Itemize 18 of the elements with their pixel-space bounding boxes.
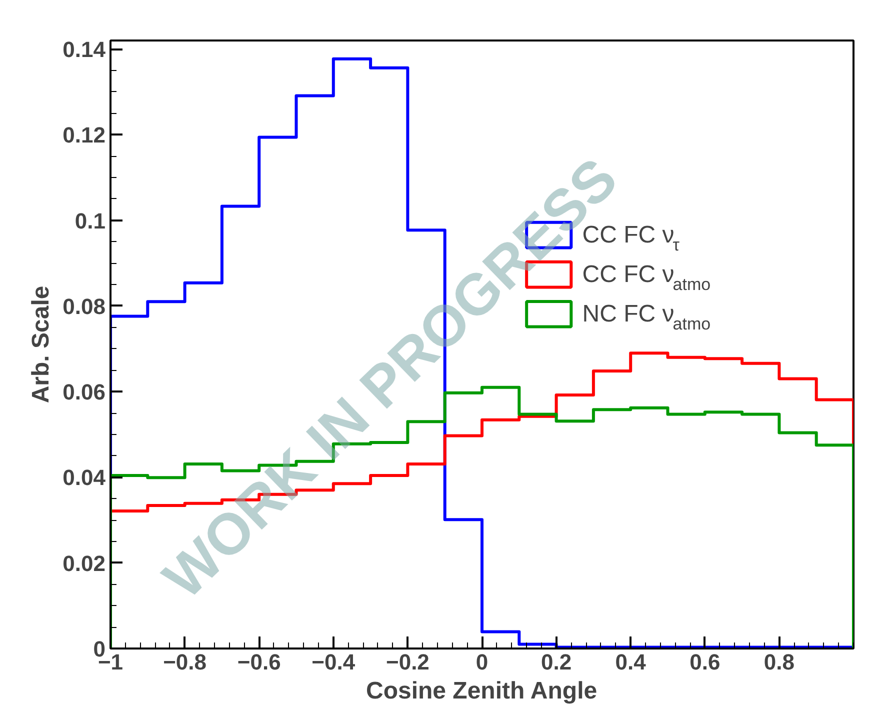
y-tick-label: 0.08 — [62, 294, 106, 319]
x-tick-label: −0.4 — [312, 650, 356, 674]
y-tick-label: 0.06 — [62, 380, 106, 405]
x-tick-label: 0.8 — [764, 650, 794, 674]
x-tick-label: 0.6 — [690, 650, 720, 674]
x-tick-label: −0.8 — [163, 650, 207, 674]
y-tick-label: 0.14 — [62, 37, 106, 62]
y-axis-title: Arb. Scale — [28, 286, 55, 404]
y-tick-label: 0.04 — [62, 465, 106, 490]
x-tick-label: −0.6 — [237, 650, 281, 674]
x-tick-label: 0.4 — [615, 650, 647, 674]
x-tick-label: 0 — [476, 650, 488, 674]
y-tick-label: 0.02 — [62, 550, 106, 576]
y-tick-label: 0.1 — [74, 208, 106, 234]
x-tick-label: 0.2 — [541, 650, 572, 674]
x-tick-label: −0.2 — [386, 650, 430, 674]
y-tick-label: 0.12 — [62, 122, 106, 148]
x-axis-title: Cosine Zenith Angle — [366, 678, 598, 704]
